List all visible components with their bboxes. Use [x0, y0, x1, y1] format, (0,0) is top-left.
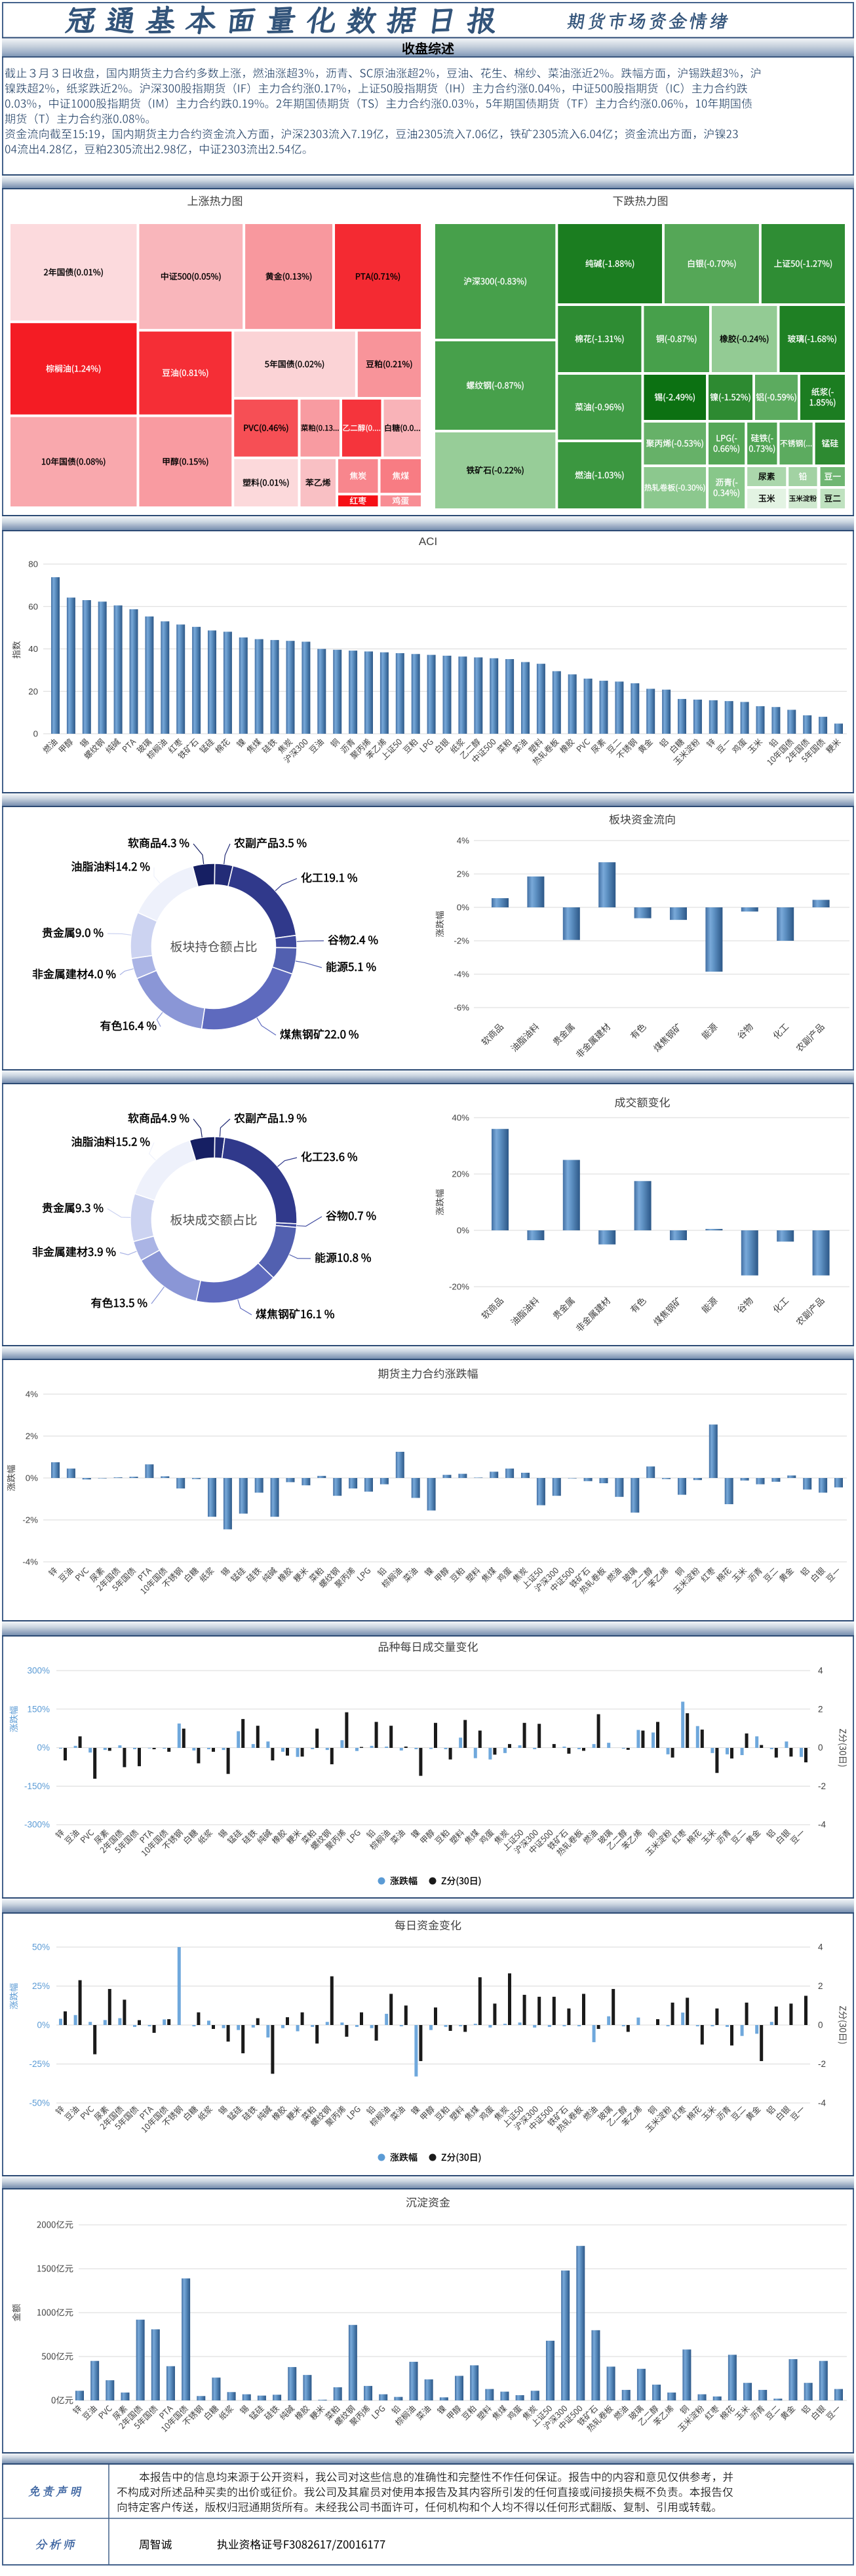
svg-text:4: 4 — [818, 1666, 823, 1676]
svg-text:2: 2 — [818, 1704, 823, 1714]
svg-text:40: 40 — [28, 644, 38, 654]
svg-text:0: 0 — [818, 1743, 823, 1752]
svg-text:300%: 300% — [27, 1666, 50, 1676]
svg-text:-4%: -4% — [454, 970, 469, 979]
svg-text:-4%: -4% — [22, 1557, 38, 1567]
svg-text:0: 0 — [33, 729, 38, 739]
svg-text:0%: 0% — [37, 2020, 50, 2030]
svg-text:-25%: -25% — [29, 2059, 50, 2069]
svg-text:0%: 0% — [457, 1226, 469, 1236]
svg-text:0%: 0% — [457, 903, 469, 913]
svg-text:0%: 0% — [37, 1743, 50, 1752]
svg-text:0: 0 — [818, 2020, 823, 2030]
svg-text:4%: 4% — [457, 836, 469, 846]
svg-text:-4: -4 — [818, 1820, 826, 1830]
svg-text:0%: 0% — [26, 1473, 38, 1483]
svg-text:150%: 150% — [27, 1704, 50, 1714]
svg-text:-300%: -300% — [24, 1820, 50, 1830]
svg-text:25%: 25% — [32, 1981, 50, 1991]
svg-text:50%: 50% — [32, 1942, 50, 1952]
svg-text:80: 80 — [28, 559, 38, 569]
svg-text:2: 2 — [818, 1981, 823, 1991]
svg-text:-20%: -20% — [449, 1282, 469, 1292]
svg-text:-2%: -2% — [454, 936, 469, 946]
svg-text:-150%: -150% — [24, 1781, 50, 1791]
svg-text:20: 20 — [28, 687, 38, 696]
svg-text:-4: -4 — [818, 2098, 826, 2108]
svg-text:-2: -2 — [818, 1781, 826, 1791]
svg-text:4: 4 — [818, 1942, 823, 1952]
svg-text:-50%: -50% — [29, 2098, 50, 2108]
svg-text:ACI: ACI — [419, 535, 437, 548]
svg-text:40%: 40% — [452, 1113, 469, 1123]
svg-text:20%: 20% — [452, 1169, 469, 1179]
svg-text:2%: 2% — [457, 869, 469, 879]
svg-text:2%: 2% — [26, 1431, 38, 1441]
svg-text:-6%: -6% — [454, 1003, 469, 1013]
svg-text:4%: 4% — [26, 1390, 38, 1399]
svg-text:60: 60 — [28, 601, 38, 611]
svg-text:-2%: -2% — [22, 1515, 38, 1525]
svg-text:-2: -2 — [818, 2059, 826, 2069]
